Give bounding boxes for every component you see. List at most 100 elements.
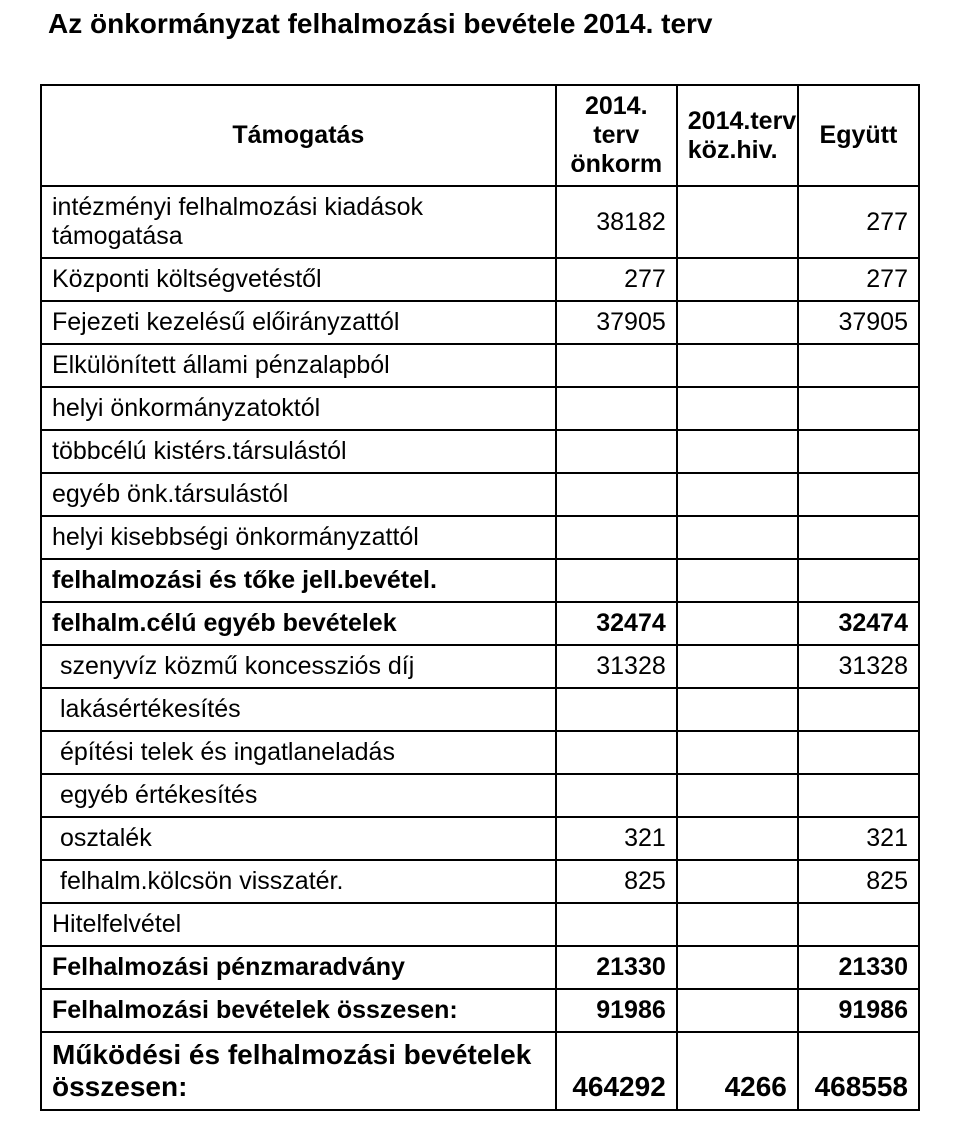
table-row: osztalék321321 xyxy=(41,817,919,860)
table-header-row: Támogatás 2014. terv önkorm 2014.terv kö… xyxy=(41,85,919,186)
header-col-4: Együtt xyxy=(798,85,919,186)
row-value-3 xyxy=(798,903,919,946)
row-value-1 xyxy=(556,559,677,602)
row-value-2 xyxy=(677,602,798,645)
row-value-1: 277 xyxy=(556,258,677,301)
row-value-2 xyxy=(677,645,798,688)
row-label: lakásértékesítés xyxy=(41,688,556,731)
row-label: szenyvíz közmű koncessziós díj xyxy=(41,645,556,688)
row-value-2 xyxy=(677,344,798,387)
row-value-1 xyxy=(556,688,677,731)
row-value-1: 21330 xyxy=(556,946,677,989)
row-value-3: 825 xyxy=(798,860,919,903)
row-value-2 xyxy=(677,860,798,903)
table-row: építési telek és ingatlaneladás xyxy=(41,731,919,774)
row-value-2 xyxy=(677,903,798,946)
row-value-1: 321 xyxy=(556,817,677,860)
row-value-1: 91986 xyxy=(556,989,677,1032)
row-value-2 xyxy=(677,688,798,731)
table-row: Fejezeti kezelésű előirányzattól37905379… xyxy=(41,301,919,344)
table-body: intézményi felhalmozási kiadások támogat… xyxy=(41,186,919,1110)
header-col-2: 2014. terv önkorm xyxy=(556,85,677,186)
row-value-1: 32474 xyxy=(556,602,677,645)
row-value-2 xyxy=(677,301,798,344)
row-value-3 xyxy=(798,473,919,516)
row-value-1: 31328 xyxy=(556,645,677,688)
table-row: Hitelfelvétel xyxy=(41,903,919,946)
table-row: felhalm.célú egyéb bevételek3247432474 xyxy=(41,602,919,645)
table-row: Központi költségvetéstől277277 xyxy=(41,258,919,301)
row-value-2 xyxy=(677,731,798,774)
row-value-1 xyxy=(556,387,677,430)
table-head: Támogatás 2014. terv önkorm 2014.terv kö… xyxy=(41,85,919,186)
row-value-1 xyxy=(556,774,677,817)
table-row: intézményi felhalmozási kiadások támogat… xyxy=(41,186,919,258)
totals-value-2: 4266 xyxy=(677,1032,798,1110)
row-label: Központi költségvetéstől xyxy=(41,258,556,301)
table-row: egyéb önk.társulástól xyxy=(41,473,919,516)
row-label: intézményi felhalmozási kiadások támogat… xyxy=(41,186,556,258)
row-label: egyéb értékesítés xyxy=(41,774,556,817)
row-value-2 xyxy=(677,559,798,602)
table-row: többcélú kistérs.társulástól xyxy=(41,430,919,473)
totals-row: Működési és felhalmozási bevételek össze… xyxy=(41,1032,919,1110)
table-row: helyi önkormányzatoktól xyxy=(41,387,919,430)
row-value-2 xyxy=(677,516,798,559)
row-label: felhalmozási és tőke jell.bevétel. xyxy=(41,559,556,602)
row-label: építési telek és ingatlaneladás xyxy=(41,731,556,774)
table-row: Elkülönített állami pénzalapból xyxy=(41,344,919,387)
table-row: szenyvíz közmű koncessziós díj3132831328 xyxy=(41,645,919,688)
row-value-3 xyxy=(798,774,919,817)
table-row: lakásértékesítés xyxy=(41,688,919,731)
row-value-3 xyxy=(798,731,919,774)
row-value-1 xyxy=(556,731,677,774)
row-value-3 xyxy=(798,344,919,387)
row-label: Felhalmozási pénzmaradvány xyxy=(41,946,556,989)
row-label: egyéb önk.társulástól xyxy=(41,473,556,516)
row-label: Hitelfelvétel xyxy=(41,903,556,946)
page-title: Az önkormányzat felhalmozási bevétele 20… xyxy=(48,8,920,40)
row-value-3: 32474 xyxy=(798,602,919,645)
row-value-2 xyxy=(677,258,798,301)
totals-value-3: 468558 xyxy=(798,1032,919,1110)
row-value-3: 31328 xyxy=(798,645,919,688)
table-row: Felhalmozási pénzmaradvány2133021330 xyxy=(41,946,919,989)
row-value-2 xyxy=(677,387,798,430)
row-value-3: 91986 xyxy=(798,989,919,1032)
revenue-table: Támogatás 2014. terv önkorm 2014.terv kö… xyxy=(40,84,920,1111)
page: Az önkormányzat felhalmozási bevétele 20… xyxy=(0,0,960,1141)
totals-value-1: 464292 xyxy=(556,1032,677,1110)
row-value-3 xyxy=(798,559,919,602)
row-value-3 xyxy=(798,516,919,559)
row-value-3: 21330 xyxy=(798,946,919,989)
row-label: Fejezeti kezelésű előirányzattól xyxy=(41,301,556,344)
table-row: Felhalmozási bevételek összesen:91986919… xyxy=(41,989,919,1032)
row-label: felhalm.kölcsön visszatér. xyxy=(41,860,556,903)
table-row: felhalmozási és tőke jell.bevétel. xyxy=(41,559,919,602)
row-value-1: 825 xyxy=(556,860,677,903)
row-value-2 xyxy=(677,817,798,860)
row-value-3 xyxy=(798,387,919,430)
row-label: felhalm.célú egyéb bevételek xyxy=(41,602,556,645)
row-label: helyi kisebbségi önkormányzattól xyxy=(41,516,556,559)
row-label: Felhalmozási bevételek összesen: xyxy=(41,989,556,1032)
table-row: helyi kisebbségi önkormányzattól xyxy=(41,516,919,559)
table-row: felhalm.kölcsön visszatér.825825 xyxy=(41,860,919,903)
row-value-3 xyxy=(798,688,919,731)
row-label: Elkülönített állami pénzalapból xyxy=(41,344,556,387)
row-value-3 xyxy=(798,430,919,473)
header-col-3: 2014.terv köz.hiv. xyxy=(677,85,798,186)
row-value-1 xyxy=(556,903,677,946)
row-value-2 xyxy=(677,473,798,516)
row-value-1: 38182 xyxy=(556,186,677,258)
row-label: helyi önkormányzatoktól xyxy=(41,387,556,430)
row-label: többcélú kistérs.társulástól xyxy=(41,430,556,473)
row-value-2 xyxy=(677,186,798,258)
row-value-1 xyxy=(556,430,677,473)
totals-label: Működési és felhalmozási bevételek össze… xyxy=(41,1032,556,1110)
row-value-3: 321 xyxy=(798,817,919,860)
row-value-3: 277 xyxy=(798,258,919,301)
row-value-1 xyxy=(556,344,677,387)
row-value-1: 37905 xyxy=(556,301,677,344)
header-col-1: Támogatás xyxy=(41,85,556,186)
